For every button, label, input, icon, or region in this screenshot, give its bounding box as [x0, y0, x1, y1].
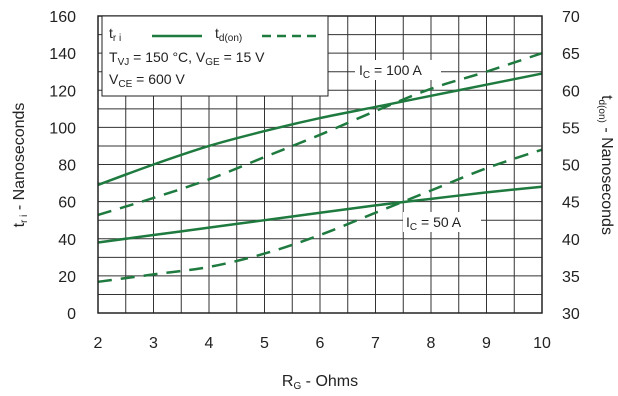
series-line-tri-ic100 — [97, 72, 543, 187]
y-left-tick-label: 100 — [49, 120, 76, 137]
x-tick-label: 6 — [316, 335, 325, 352]
y-left-tick-label: 160 — [49, 9, 76, 26]
y-left-tick-label: 0 — [67, 306, 76, 323]
y-right-tick-label: 70 — [562, 9, 580, 26]
y-right-tick-label: 40 — [562, 232, 580, 249]
y-right-tick-label: 45 — [562, 195, 580, 212]
x-tick-label: 5 — [260, 335, 269, 352]
series-line-tri-ic50 — [97, 185, 543, 244]
annotation-ic50-bg — [403, 212, 481, 232]
y-right-tick-label: 65 — [562, 46, 580, 63]
x-tick-label: 8 — [427, 335, 436, 352]
y-left-tick-label: 60 — [58, 195, 76, 212]
legend: tr i td(on) TVJ = 150 °C, VGE = 15 V VCE… — [101, 15, 329, 97]
annotation-ic100-bg — [355, 60, 441, 80]
x-tick-label: 4 — [205, 335, 214, 352]
annotation-ic50: IC = 50 A — [406, 214, 462, 233]
y-right-tick-label: 50 — [562, 158, 580, 175]
annotation-ic100: IC = 100 A — [359, 62, 423, 81]
y-left-tick-label: 80 — [58, 158, 76, 175]
y-right-axis-title: td(on) - Nanoseconds — [596, 95, 615, 235]
x-tick-label: 7 — [371, 335, 380, 352]
y-left-tick-label: 120 — [49, 83, 76, 100]
y-right-tick-label: 30 — [562, 306, 580, 323]
legend-condition-2: VCE = 600 V — [109, 71, 185, 90]
legend-box — [101, 15, 329, 97]
y-left-tick-label: 40 — [58, 232, 76, 249]
y-left-tick-label: 20 — [58, 269, 76, 286]
y-left-axis-title: tr i - Nanoseconds — [11, 103, 30, 228]
x-axis-title: RG - Ohms — [282, 373, 358, 392]
x-tick-label: 10 — [533, 335, 551, 352]
legend-tri-label: tr i — [109, 25, 121, 44]
series-line-tdon-ic100 — [97, 51, 543, 217]
tick-labels: 2 3 4 5 6 7 8 9 10020406080100120140160303540455… — [49, 9, 580, 352]
legend-tdon-label: td(on) — [215, 25, 242, 44]
x-tick-label: 9 — [482, 335, 491, 352]
series-layer — [97, 51, 543, 284]
y-right-tick-label: 60 — [562, 83, 580, 100]
y-right-tick-label: 35 — [562, 269, 580, 286]
x-tick-label: 3 — [149, 335, 158, 352]
legend-condition-1: TVJ = 150 °C, VGE = 15 V — [109, 49, 265, 68]
y-right-tick-label: 55 — [562, 120, 580, 137]
series-line-tdon-ic50 — [97, 148, 543, 284]
y-left-tick-label: 140 — [49, 46, 76, 63]
x-tick-label: 2 — [94, 335, 103, 352]
